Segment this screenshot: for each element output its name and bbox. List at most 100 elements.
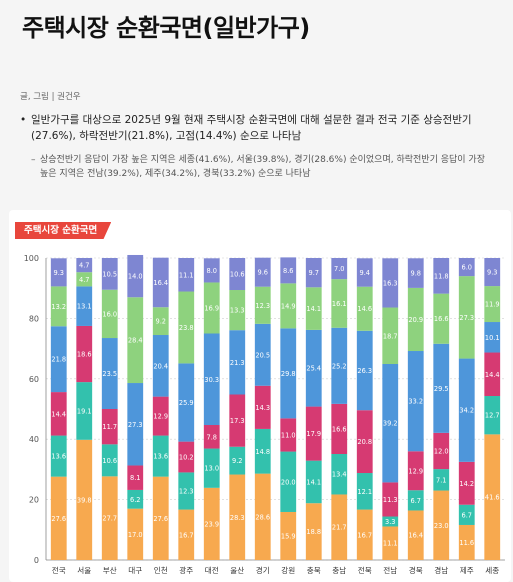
summary-sub-text: 상승전반기 응답이 가장 높은 지역은 세종(41.6%), 서울(39.8%)… — [40, 155, 485, 179]
bar-segment — [305, 406, 322, 461]
data-label: 12.3 — [255, 302, 270, 310]
data-label: 16.4 — [408, 532, 423, 540]
bar-segment — [331, 453, 348, 495]
data-label: 11.1 — [383, 540, 398, 548]
bar-segment — [50, 326, 67, 393]
data-label: 6.2 — [130, 496, 141, 504]
data-label: 11.0 — [281, 431, 296, 439]
bar-segment — [152, 257, 169, 308]
bar-segment — [127, 254, 144, 298]
data-label: 13.6 — [153, 453, 168, 461]
data-label: 28.3 — [230, 514, 245, 522]
bar-segment — [127, 465, 144, 490]
bar-segment — [101, 289, 118, 339]
data-label: 14.1 — [306, 305, 321, 313]
bar-segment — [356, 509, 373, 560]
bar-segment — [229, 258, 246, 291]
data-label: 20.8 — [357, 438, 372, 446]
bar-segment — [178, 441, 195, 473]
x-tick-label: 세종 — [485, 566, 499, 575]
data-label: 25.2 — [332, 362, 347, 370]
data-label: 28.4 — [128, 337, 143, 345]
bar-segment — [152, 396, 169, 436]
byline: 글, 그림 | 권건우 — [20, 92, 81, 102]
data-label: 11.9 — [485, 301, 500, 309]
data-label: 27.7 — [102, 515, 117, 523]
data-label: 14.8 — [255, 448, 270, 456]
data-label: 16.7 — [179, 531, 194, 539]
data-label: 16.9 — [204, 304, 219, 312]
bar-segment — [229, 330, 246, 395]
bar-segment — [178, 363, 195, 442]
data-label: 12.1 — [357, 488, 372, 496]
bar-segment — [50, 392, 67, 436]
data-label: 23.8 — [179, 324, 194, 332]
data-label: 20.9 — [408, 316, 423, 324]
data-label: 10.2 — [179, 454, 194, 462]
data-label: 27.6 — [51, 515, 66, 523]
bar-segment — [407, 287, 424, 352]
data-label: 6.7 — [411, 497, 422, 505]
data-label: 21.8 — [51, 356, 66, 364]
bar-segment — [433, 343, 450, 433]
data-label: 14.1 — [306, 478, 321, 486]
bar-segment — [229, 446, 246, 475]
y-tick-label: 60 — [29, 375, 39, 384]
bar-segment — [152, 435, 169, 477]
bar-segment — [152, 307, 169, 336]
data-label: 13.1 — [77, 303, 92, 311]
data-label: 20.4 — [153, 362, 168, 370]
data-label: 16.3 — [383, 279, 398, 287]
x-tick-label: 경남 — [434, 565, 448, 575]
bar-segment — [305, 329, 322, 407]
bullet-dot: • — [20, 114, 27, 126]
data-label: 12.3 — [179, 487, 194, 495]
chart-badge: 주택시장 순환국면 — [15, 222, 112, 239]
bar-segment — [203, 487, 220, 560]
bar-segment — [127, 489, 144, 509]
bar-segment — [203, 258, 220, 283]
x-tick-label: 전남 — [383, 565, 397, 575]
bar-segment — [356, 473, 373, 510]
bar-segment — [280, 418, 297, 452]
bar-segment — [458, 524, 475, 560]
bar-segment — [254, 385, 271, 429]
x-tick-label: 전국 — [52, 565, 66, 575]
bar-segment — [280, 257, 297, 284]
data-label: 30.3 — [204, 376, 219, 384]
bar-segment — [203, 282, 220, 334]
bar-segment — [356, 410, 373, 474]
bar-segment — [101, 476, 118, 560]
bar-segment — [101, 338, 118, 409]
data-label: 14.4 — [51, 410, 66, 418]
data-label: 13.6 — [51, 453, 66, 461]
bar-segment — [229, 394, 246, 447]
x-tick-label: 강원 — [281, 565, 295, 575]
bar-segment — [305, 287, 322, 330]
bar-segment — [433, 490, 450, 560]
data-label: 20.5 — [255, 351, 270, 359]
data-label: 12.0 — [434, 447, 449, 455]
bar-segment — [458, 258, 475, 277]
x-tick-label: 광주 — [179, 565, 193, 575]
bar-segment — [203, 333, 220, 426]
bar-segment — [101, 258, 118, 290]
bar-segment — [382, 526, 399, 560]
bar-segment — [433, 293, 450, 344]
bar-segment — [484, 322, 501, 353]
data-label: 10.1 — [485, 334, 500, 342]
x-tick-label: 경기 — [256, 565, 270, 575]
y-tick-label: 100 — [24, 254, 39, 263]
data-label: 23.5 — [102, 370, 117, 378]
data-label: 13.2 — [51, 303, 66, 311]
bar-segment — [305, 258, 322, 288]
data-label: 7.8 — [207, 433, 218, 441]
data-label: 6.7 — [462, 511, 473, 519]
x-tick-label: 인천 — [154, 565, 168, 575]
bar-segment — [203, 425, 220, 449]
data-label: 7.0 — [334, 265, 345, 273]
data-label: 20.0 — [281, 478, 296, 486]
bar-segment — [407, 490, 424, 511]
data-label: 14.6 — [357, 305, 372, 313]
